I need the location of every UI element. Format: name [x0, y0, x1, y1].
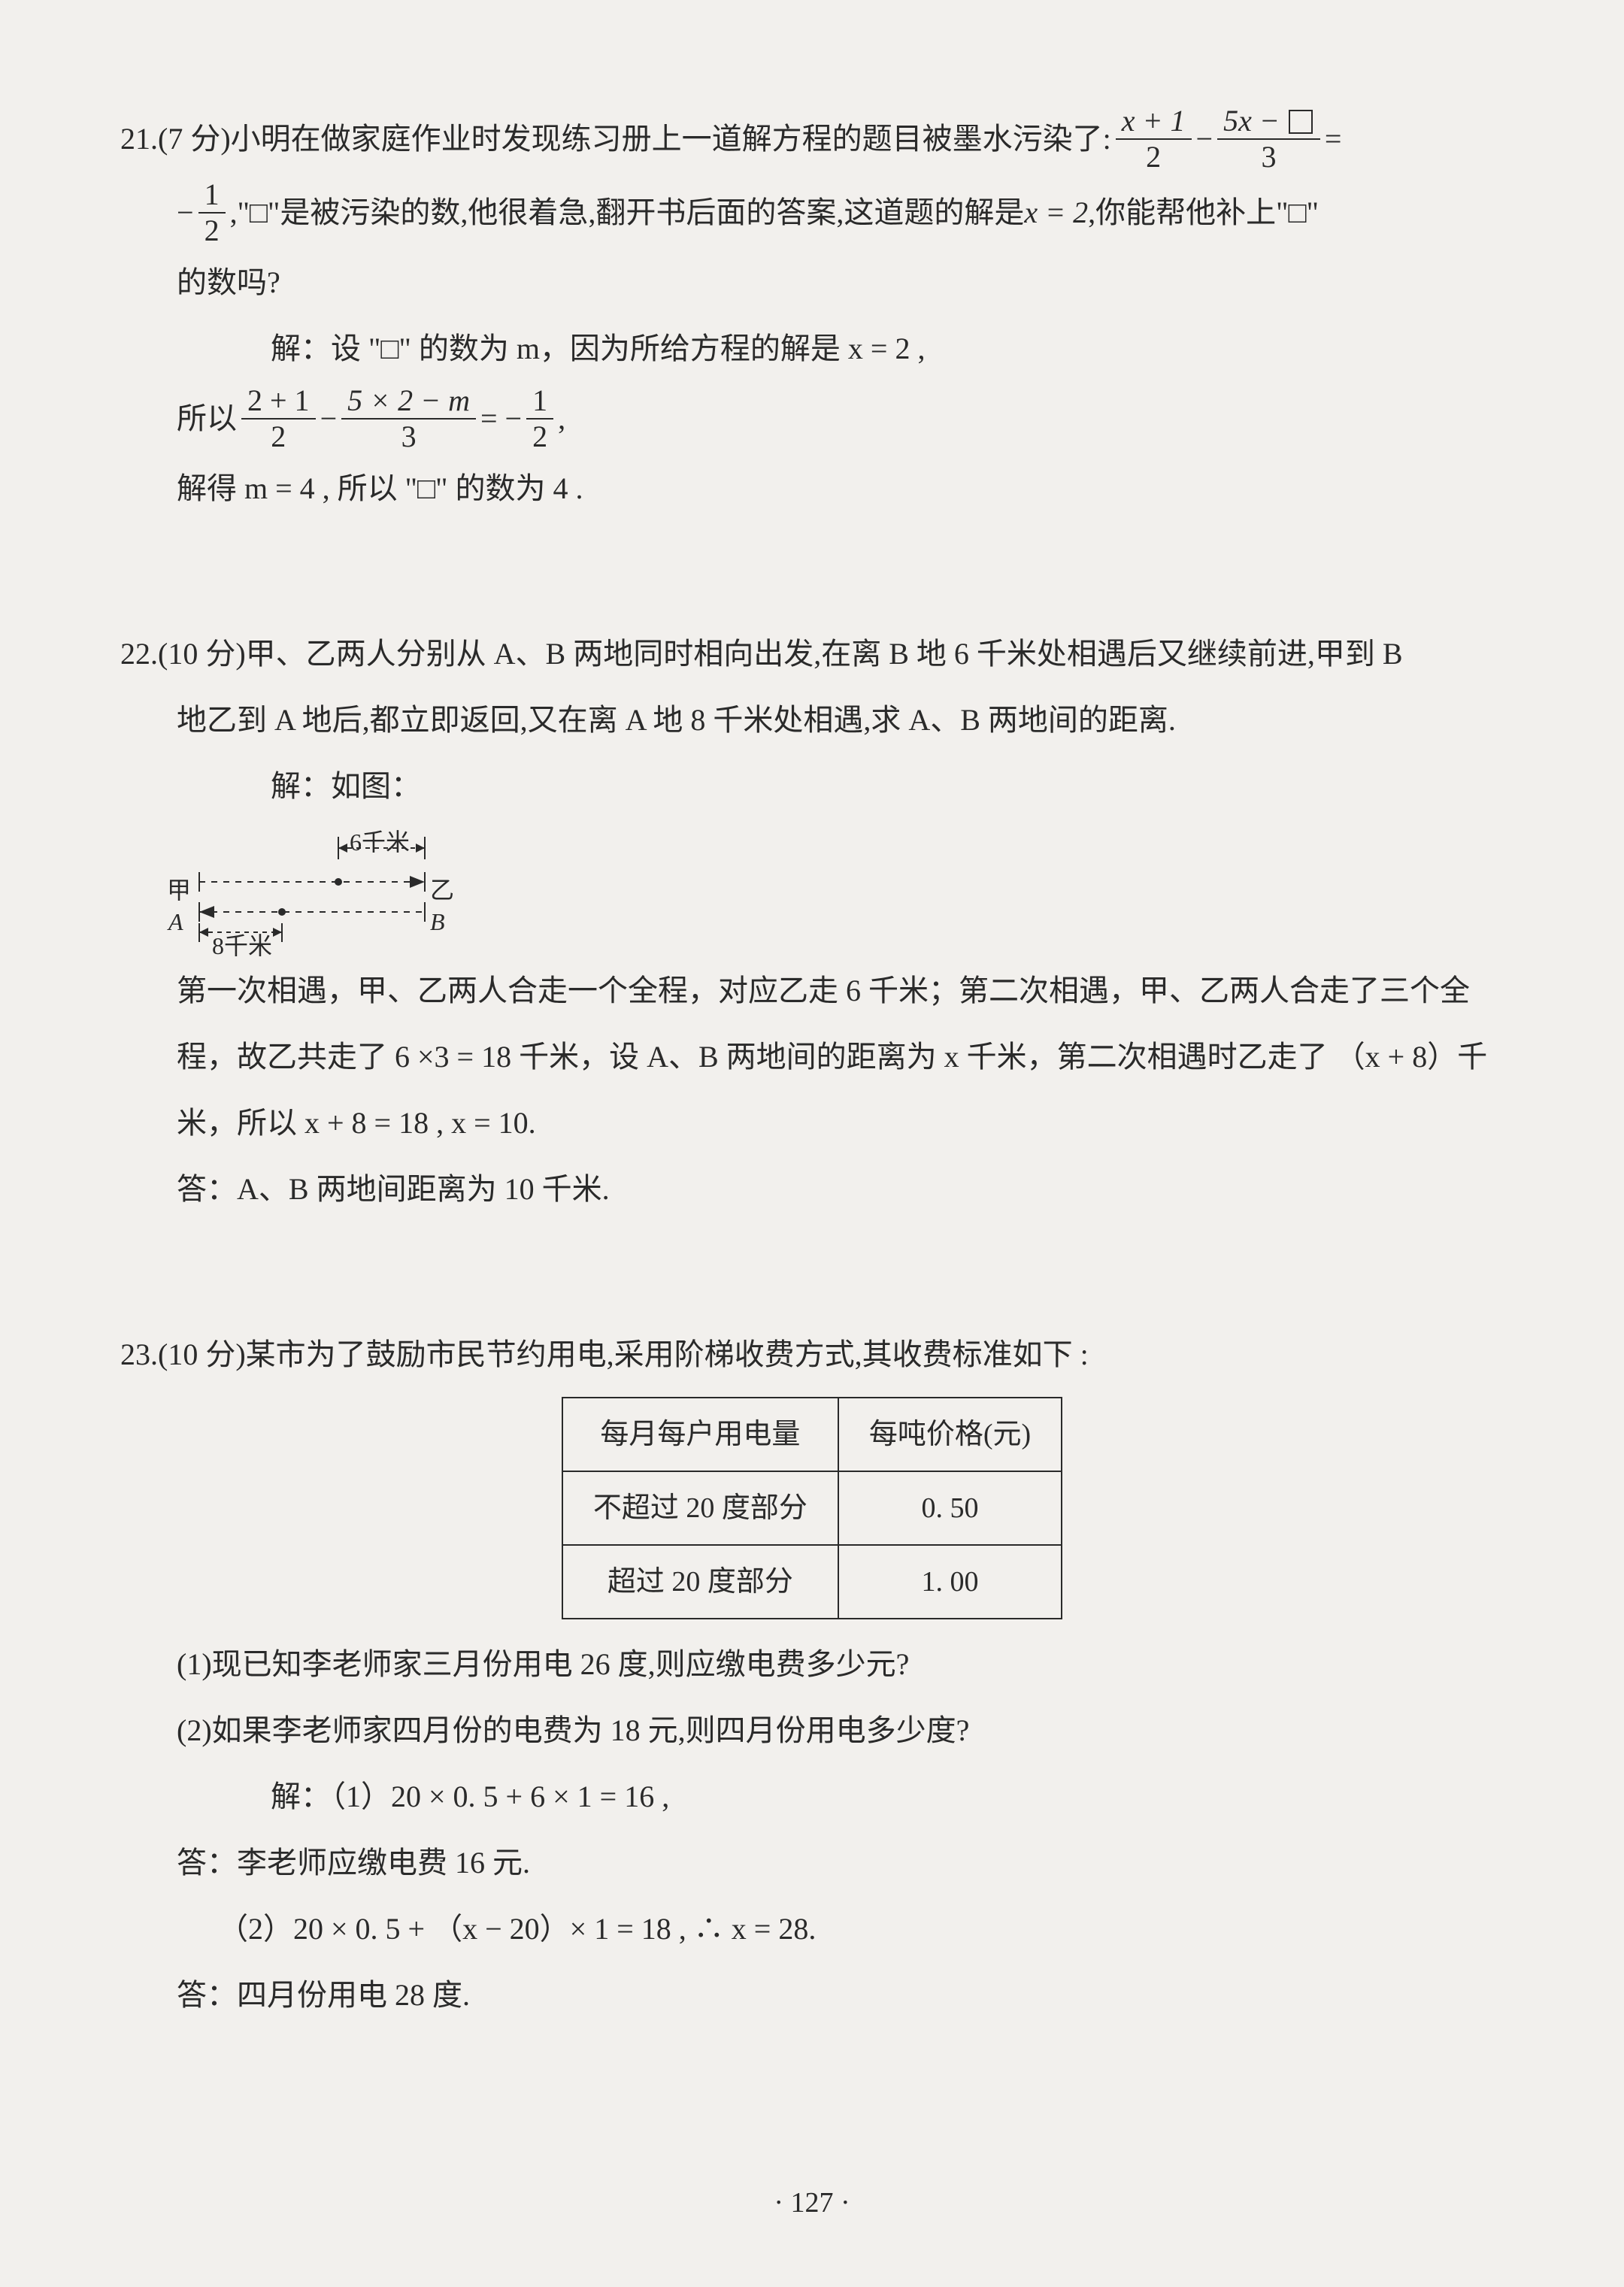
p21-number: 21. [120, 109, 158, 169]
p21-text1: 小明在做家庭作业时发现练习册上一道解方程的题目被墨水污染了: [231, 109, 1111, 169]
p21-s2tail: , [558, 389, 565, 449]
table-header: 每月每户用电量 [562, 1398, 838, 1471]
frac-s2-3: 1 2 [526, 385, 553, 453]
p22-s4: 米，所以 x + 8 = 18 , x = 10. [120, 1093, 1504, 1153]
eq: = − [480, 389, 522, 449]
p21-line3: 的数吗? [120, 253, 1504, 313]
p21-x2: x = 2 [1024, 183, 1088, 243]
frac-bot: 2 [526, 420, 553, 453]
frac-top: 5x − [1217, 105, 1320, 140]
p23-table: 每月每户用电量 每吨价格(元) 不超过 20 度部分 0. 50 超过 20 度… [562, 1397, 1062, 1619]
problem-22: 22. (10 分) 甲、乙两人分别从 A、B 两地同时相向出发,在离 B 地 … [120, 624, 1504, 1219]
p22-s2: 第一次相遇，甲、乙两人合走一个全程，对应乙走 6 千米；第二次相遇，甲、乙两人合… [120, 961, 1504, 1021]
frac-bot: 2 [1140, 140, 1167, 173]
table-row: 超过 20 度部分 1. 00 [562, 1545, 1062, 1619]
p23-text1: 某市为了鼓励市民节约用电,采用阶梯收费方式,其收费标准如下 : [246, 1325, 1089, 1385]
p21-line1: 21. (7 分) 小明在做家庭作业时发现练习册上一道解方程的题目被墨水污染了:… [120, 105, 1504, 173]
frac-top: 1 [526, 385, 553, 420]
p22-s1: 解：如图： [271, 756, 421, 816]
p23-q1t: (1)现已知李老师家三月份用电 26 度,则应缴电费多少元? [177, 1634, 909, 1695]
p22-s5: 答：A、B 两地间距离为 10 千米. [120, 1159, 1504, 1219]
p21-s3: 解得 m = 4 , 所以 "□" 的数为 4 . [177, 459, 583, 519]
p23-points: (10 分) [158, 1325, 246, 1385]
frac-top: 5 × 2 − m [341, 385, 476, 420]
p23-line1: 23. (10 分) 某市为了鼓励市民节约用电,采用阶梯收费方式,其收费标准如下… [120, 1325, 1504, 1385]
page-number: · 127 · [0, 2186, 1624, 2219]
p21-text2b: ,"□"是被污染的数,他很着急,翻开书后面的答案,这道题的解是 [230, 183, 1025, 243]
p23-number: 23. [120, 1325, 158, 1385]
diag-B: B [430, 898, 445, 946]
p23-s2t: 答：李老师应缴电费 16 元. [177, 1833, 530, 1893]
p22-line1: 22. (10 分) 甲、乙两人分别从 A、B 两地同时相向出发,在离 B 地 … [120, 624, 1504, 684]
p21-text3: 的数吗? [177, 253, 280, 313]
frac-s2-1: 2 + 1 2 [241, 385, 316, 453]
frac-bot: 3 [1255, 140, 1282, 173]
p23-s4: 答：四月份用电 28 度. [120, 1965, 1504, 2025]
p22-line2: 地乙到 A 地后,都立即返回,又在离 A 地 8 千米处相遇,求 A、B 两地间… [120, 690, 1504, 750]
p23-s1t: 解：（1）20 × 0. 5 + 6 × 1 = 16 , [271, 1767, 669, 1827]
page: 21. (7 分) 小明在做家庭作业时发现练习册上一道解方程的题目被墨水污染了:… [0, 0, 1624, 2287]
p21-s1: 解：设 "□" 的数为 m，因为所给方程的解是 x = 2 , [271, 319, 926, 379]
frac-top: 1 [198, 179, 226, 214]
p23-q1: (1)现已知李老师家三月份用电 26 度,则应缴电费多少元? [120, 1634, 1504, 1695]
table-row: 每月每户用电量 每吨价格(元) [562, 1398, 1062, 1471]
p23-q2: (2)如果李老师家四月份的电费为 18 元,则四月份用电多少度? [120, 1701, 1504, 1761]
p22-s4t: 米，所以 x + 8 = 18 , x = 10. [177, 1093, 536, 1153]
minus: − [320, 389, 338, 449]
p23-s3t: （2）20 × 0. 5 + （x − 20）× 1 = 18 , ∴ x = … [218, 1899, 816, 1959]
problem-23: 23. (10 分) 某市为了鼓励市民节约用电,采用阶梯收费方式,其收费标准如下… [120, 1325, 1504, 2025]
p21-text2d: ,你能帮他补上"□" [1088, 183, 1319, 243]
p23-s1: 解：（1）20 × 0. 5 + 6 × 1 = 16 , [120, 1767, 1504, 1827]
p22-text1: 甲、乙两人分别从 A、B 两地同时相向出发,在离 B 地 6 千米处相遇后又继续… [246, 624, 1403, 684]
problem-21: 21. (7 分) 小明在做家庭作业时发现练习册上一道解方程的题目被墨水污染了:… [120, 105, 1504, 519]
p21-s2a: 所以 [177, 389, 237, 449]
table-row: 不超过 20 度部分 0. 50 [562, 1471, 1062, 1545]
p22-points: (10 分) [158, 624, 246, 684]
p22-text2: 地乙到 A 地后,都立即返回,又在离 A 地 8 千米处相遇,求 A、B 两地间… [177, 690, 1176, 750]
table-cell: 不超过 20 度部分 [562, 1471, 838, 1545]
p23-s2: 答：李老师应缴电费 16 元. [120, 1833, 1504, 1893]
p22-s5t: 答：A、B 两地间距离为 10 千米. [177, 1159, 610, 1219]
frac-s2-2: 5 × 2 − m 3 [341, 385, 476, 453]
diag-A: A [168, 898, 183, 946]
p22-sol-head: 解：如图： [120, 756, 1504, 816]
table-cell: 0. 50 [838, 1471, 1062, 1545]
table-cell: 超过 20 度部分 [562, 1545, 838, 1619]
p22-s3t: 程，故乙共走了 6 ×3 = 18 千米，设 A、B 两地间的距离为 x 千米，… [177, 1027, 1487, 1087]
diag-8km: 8千米 [212, 922, 272, 970]
table-header: 每吨价格(元) [838, 1398, 1062, 1471]
p22-number: 22. [120, 624, 158, 684]
frac-top: x + 1 [1116, 105, 1192, 140]
p21-line2: − 1 2 ,"□"是被污染的数,他很着急,翻开书后面的答案,这道题的解是 x … [120, 179, 1504, 247]
minus: − [1196, 109, 1213, 169]
blank-box-icon [1289, 110, 1313, 134]
p23-s3: （2）20 × 0. 5 + （x − 20）× 1 = 18 , ∴ x = … [120, 1899, 1504, 1959]
table-cell: 1. 00 [838, 1545, 1062, 1619]
p23-q2t: (2)如果李老师家四月份的电费为 18 元,则四月份用电多少度? [177, 1701, 969, 1761]
neg: − [177, 183, 194, 243]
p22-diagram: 6千米 甲 乙 A B 8千米 [180, 825, 451, 946]
frac-rhs: 1 2 [198, 179, 226, 247]
diag-6km: 6千米 [350, 818, 410, 866]
equals: = [1325, 109, 1342, 169]
frac-1: x + 1 2 [1116, 105, 1192, 173]
frac-bot: 2 [265, 420, 292, 453]
p22-s3: 程，故乙共走了 6 ×3 = 18 千米，设 A、B 两地间的距离为 x 千米，… [120, 1027, 1504, 1087]
frac-bot: 3 [395, 420, 423, 453]
frac-2: 5x − 3 [1217, 105, 1320, 173]
frac-bot: 2 [198, 214, 226, 247]
p21-points: (7 分) [158, 109, 231, 169]
p22-s2t: 第一次相遇，甲、乙两人合走一个全程，对应乙走 6 千米；第二次相遇，甲、乙两人合… [177, 961, 1470, 1021]
p23-s4t: 答：四月份用电 28 度. [177, 1965, 470, 2025]
p21-sol1: 解：设 "□" 的数为 m，因为所给方程的解是 x = 2 , [120, 319, 1504, 379]
p21-sol2: 所以 2 + 1 2 − 5 × 2 − m 3 = − 1 2 , [120, 385, 1504, 453]
p21-sol3: 解得 m = 4 , 所以 "□" 的数为 4 . [120, 459, 1504, 519]
frac-top: 2 + 1 [241, 385, 316, 420]
